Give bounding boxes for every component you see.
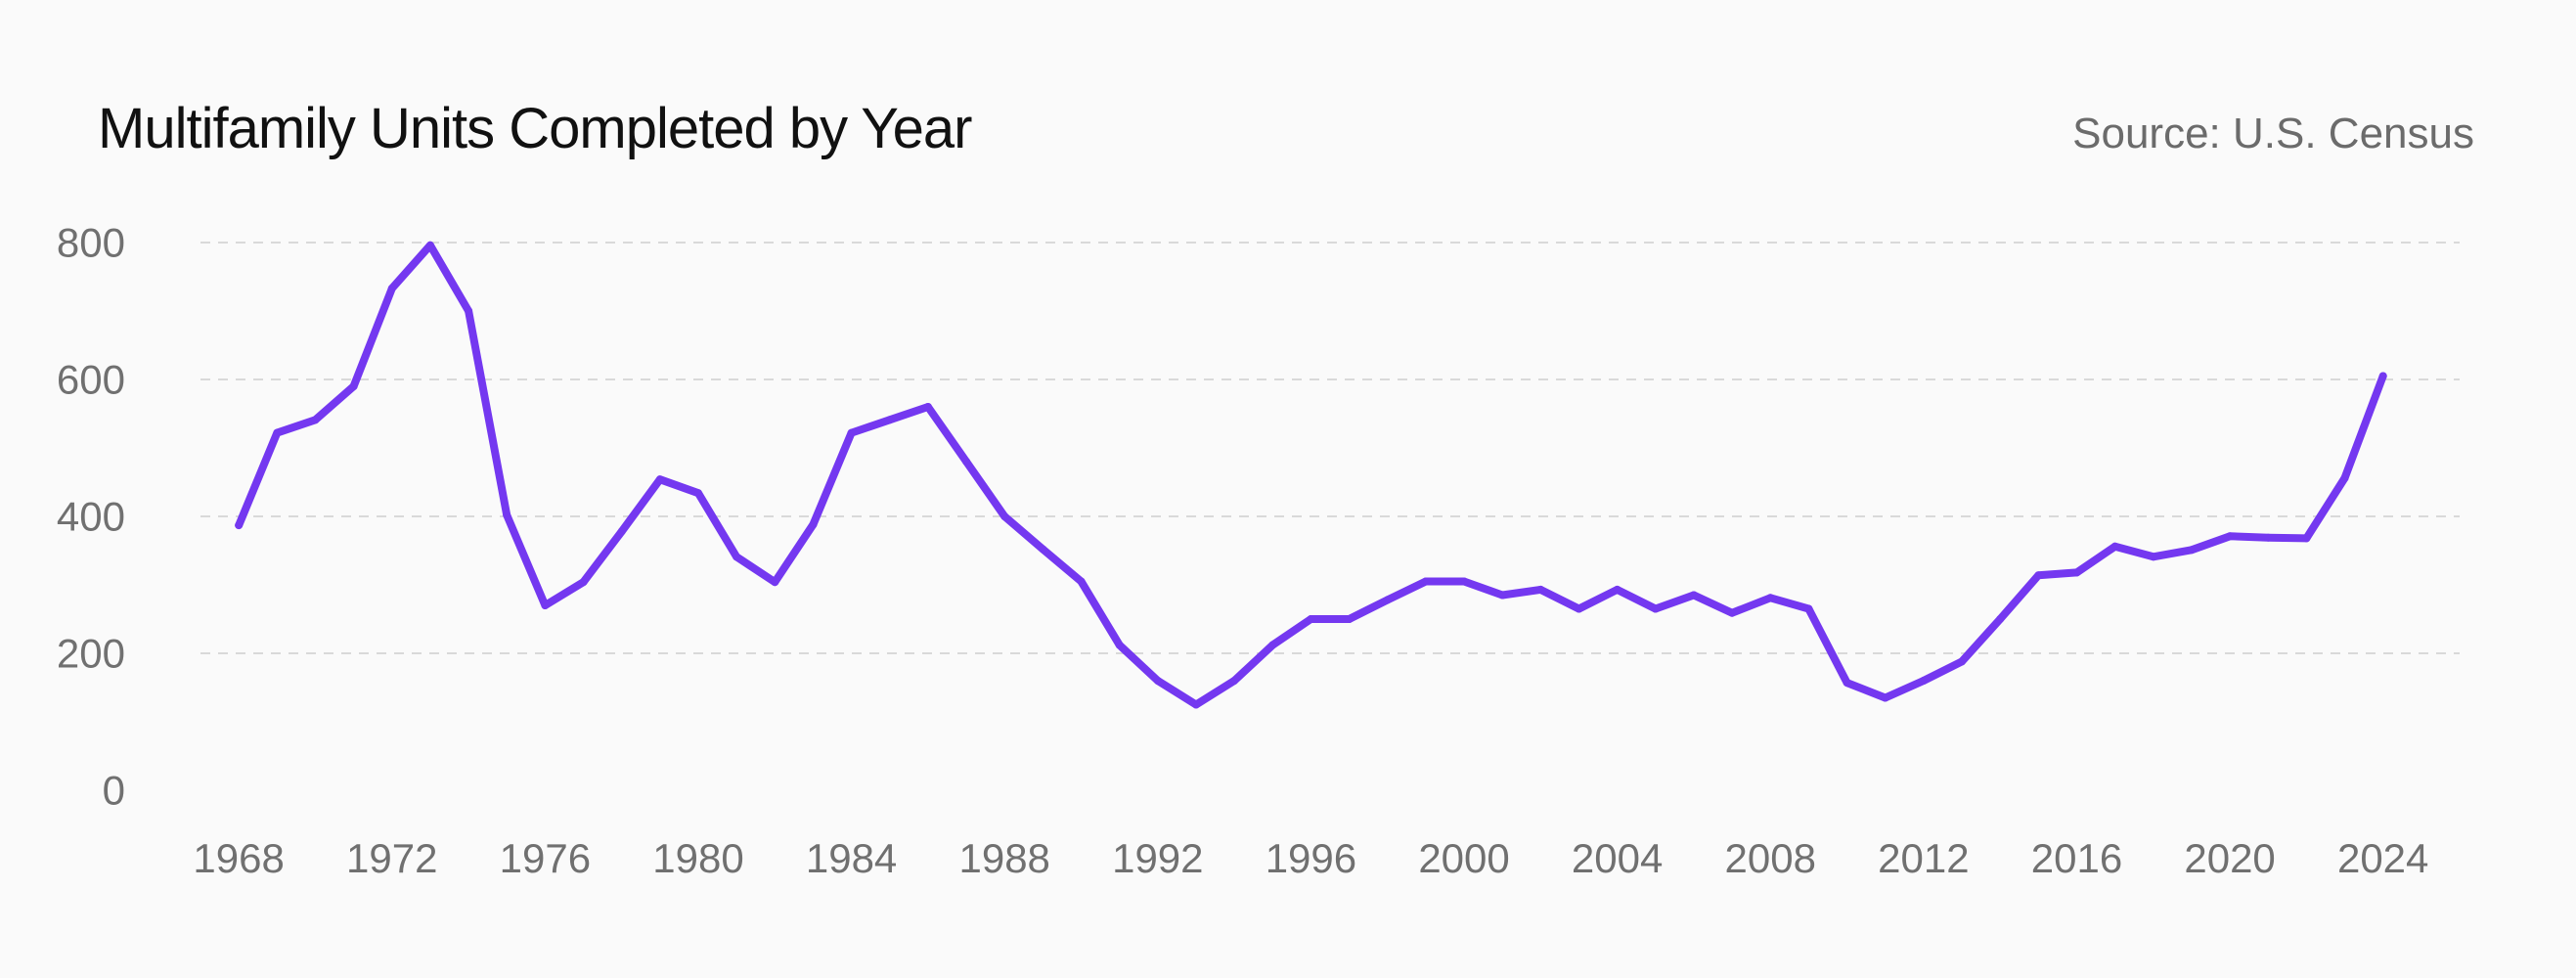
x-tick-label: 1976 [500,835,591,881]
x-tick-label: 1980 [652,835,743,881]
data-point [311,416,320,424]
data-point [1958,657,1967,666]
y-tick-label: 400 [57,494,125,540]
data-point [1651,604,1660,613]
data-point [847,428,856,437]
data-point [1728,608,1737,617]
data-point [1230,677,1239,685]
x-tick-label: 2024 [2337,835,2428,881]
data-point [1766,594,1775,602]
data-point [617,527,626,536]
data-point [1153,677,1162,685]
data-point [2110,542,2119,551]
data-point [503,511,511,519]
x-tick-label: 1992 [1112,835,1203,881]
data-point [693,489,702,498]
data-point [2187,546,2196,555]
data-point [1575,604,1583,613]
data-point [2264,533,2273,542]
x-tick-label: 2020 [2184,835,2275,881]
data-point [579,578,588,587]
x-tick-label: 2004 [1572,835,1663,881]
source-note: Source: U.S. Census [2072,110,2474,157]
x-tick-label: 1996 [1266,835,1356,881]
data-point [2034,571,2043,580]
data-point [2226,532,2235,541]
data-point [1345,615,1354,623]
data-point [2302,534,2311,543]
data-point [387,284,396,292]
x-tick-label: 2016 [2031,835,2122,881]
data-point [1191,700,1200,709]
data-point [1689,591,1698,600]
x-tick-label: 2012 [1878,835,1969,881]
data-point [962,458,971,466]
data-point [1383,596,1392,604]
data-point [2378,372,2387,380]
y-tick-label: 600 [57,357,125,403]
data-point [1613,585,1621,594]
x-tick-label: 2008 [1725,835,1816,881]
x-axis-ticks: 1968 1972 1976 1980 1984 1988 1992 1996 2000 2004… [193,835,2428,881]
data-point [1039,545,1047,554]
data-point [1843,679,1851,688]
x-tick-label: 1972 [346,835,437,881]
x-tick-label: 1968 [193,835,284,881]
data-point [1996,615,2005,623]
y-axis-ticks: 0 200 400 600 800 [57,220,125,814]
x-tick-label: 1984 [806,835,897,881]
data-point [1000,512,1009,520]
y-tick-label: 0 [103,768,125,814]
data-point [923,403,932,411]
data-point [1077,577,1086,586]
data-point [885,416,894,424]
data-point [771,578,779,587]
data-point [541,601,550,609]
data-point [1804,604,1813,613]
data-point [1919,677,1928,685]
data-point [425,241,434,249]
chart-title: Multifamily Units Completed by Year [98,97,972,160]
x-tick-label: 1988 [958,835,1049,881]
y-tick-label: 200 [57,631,125,677]
data-point [733,553,741,561]
data-point [235,521,244,530]
data-point [1498,591,1507,600]
data-point [1268,641,1277,649]
data-point [273,428,282,437]
data-point [1307,615,1315,623]
data-point [1460,577,1469,586]
y-tick-label: 800 [57,220,125,266]
gridlines [200,242,2460,654]
data-point [1536,585,1545,594]
series-layer [235,241,2387,709]
data-point [1421,577,1430,586]
data-point [1881,693,1889,702]
data-point [2340,473,2349,482]
data-point [465,307,473,315]
data-point [2149,553,2157,561]
data-point [809,520,818,529]
data-point [2072,568,2081,577]
data-point [349,382,358,390]
x-tick-label: 2000 [1418,835,1509,881]
data-point [655,475,664,484]
data-point [1115,641,1124,649]
series-line [235,241,2387,709]
